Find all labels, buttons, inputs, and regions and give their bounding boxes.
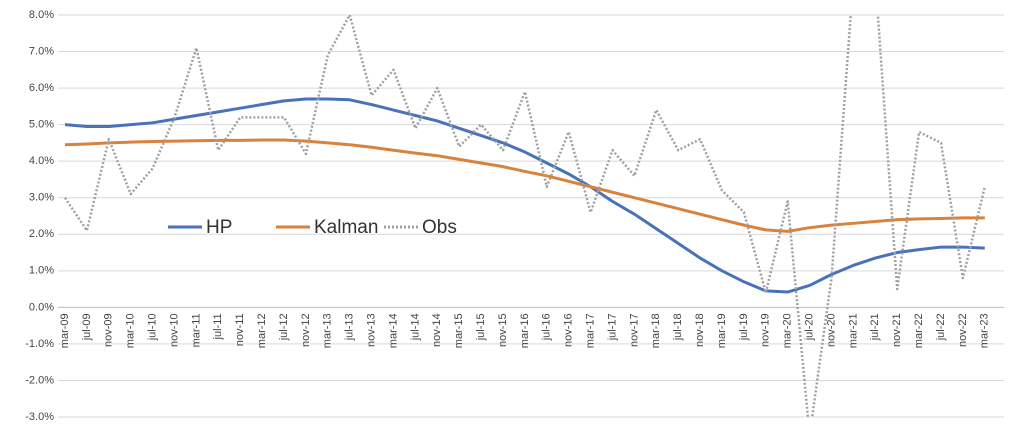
x-tick-label: jul-20 xyxy=(804,313,816,341)
legend: HP Kalman Obs xyxy=(168,217,457,238)
x-tick-label: mar-17 xyxy=(585,313,597,348)
x-tick-label: jul-14 xyxy=(409,313,421,341)
x-tick-label: nov-10 xyxy=(168,313,180,347)
x-tick-label: jul-16 xyxy=(541,313,553,341)
legend-label: Kalman xyxy=(314,217,378,238)
legend-label: HP xyxy=(206,217,232,238)
x-tick-label: mar-11 xyxy=(190,313,202,347)
x-tick-label: nov-09 xyxy=(103,313,115,347)
x-tick-label: mar-10 xyxy=(125,313,137,348)
x-tick-label: jul-22 xyxy=(935,313,947,341)
x-tick-label: jul-10 xyxy=(147,313,159,341)
y-tick-label: 6.0% xyxy=(29,82,54,94)
x-tick-label: jul-09 xyxy=(81,313,93,341)
x-tick-label: mar-19 xyxy=(716,313,728,348)
x-tick-label: mar-20 xyxy=(782,313,794,348)
x-tick-label: mar-12 xyxy=(256,313,268,348)
x-tick-label: nov-14 xyxy=(431,313,443,347)
x-tick-label: jul-17 xyxy=(606,313,618,341)
series-line xyxy=(64,97,985,294)
y-tick-label: 4.0% xyxy=(29,155,54,167)
x-tick-label: mar-22 xyxy=(913,313,925,348)
x-tick-label: mar-16 xyxy=(519,313,531,348)
x-tick-label: nov-16 xyxy=(563,313,575,347)
x-tick-label: nov-17 xyxy=(628,313,640,347)
y-tick-label: 2.0% xyxy=(29,228,54,240)
x-tick-label: mar-09 xyxy=(59,313,71,348)
x-tick-label: mar-15 xyxy=(453,313,465,348)
y-tick-label: 7.0% xyxy=(29,45,54,57)
x-tick-label: jul-19 xyxy=(738,313,750,341)
x-tick-label: mar-18 xyxy=(650,313,662,348)
x-tick-label: nov-12 xyxy=(300,313,312,347)
x-tick-label: nov-22 xyxy=(957,313,969,347)
series-line xyxy=(64,138,985,233)
y-tick-label: 0.0% xyxy=(29,301,54,313)
y-tick-label: -1.0% xyxy=(25,338,54,350)
x-tick-label: nov-19 xyxy=(760,313,772,347)
y-tick-label: -2.0% xyxy=(25,374,54,386)
plot-area xyxy=(63,15,987,417)
x-tick-label: jul-11 xyxy=(212,313,224,340)
x-tick-label: nov-13 xyxy=(366,313,378,347)
legend-label: Obs xyxy=(422,217,457,238)
x-tick-label: nov-11 xyxy=(234,313,246,346)
x-tick-label: jul-12 xyxy=(278,313,290,341)
y-tick-label: -3.0% xyxy=(25,411,54,423)
x-tick-label: jul-21 xyxy=(869,313,881,341)
x-tick-label: jul-15 xyxy=(475,313,487,341)
x-tick-label: jul-18 xyxy=(672,313,684,341)
x-tick-label: mar-21 xyxy=(847,313,859,348)
x-tick-label: mar-23 xyxy=(979,313,991,348)
y-tick-label: 3.0% xyxy=(29,192,54,204)
series-line xyxy=(63,15,987,417)
x-tick-label: nov-20 xyxy=(825,313,837,347)
x-tick-label: jul-13 xyxy=(344,313,356,341)
y-tick-label: 1.0% xyxy=(29,265,54,277)
y-tick-label: 8.0% xyxy=(29,9,54,21)
x-tick-label: nov-21 xyxy=(891,313,903,347)
x-tick-label: nov-18 xyxy=(694,313,706,347)
x-tick-label: nov-15 xyxy=(497,313,509,347)
x-tick-label: mar-13 xyxy=(322,313,334,348)
x-tick-label: mar-14 xyxy=(387,313,399,348)
y-tick-label: 5.0% xyxy=(29,119,54,131)
